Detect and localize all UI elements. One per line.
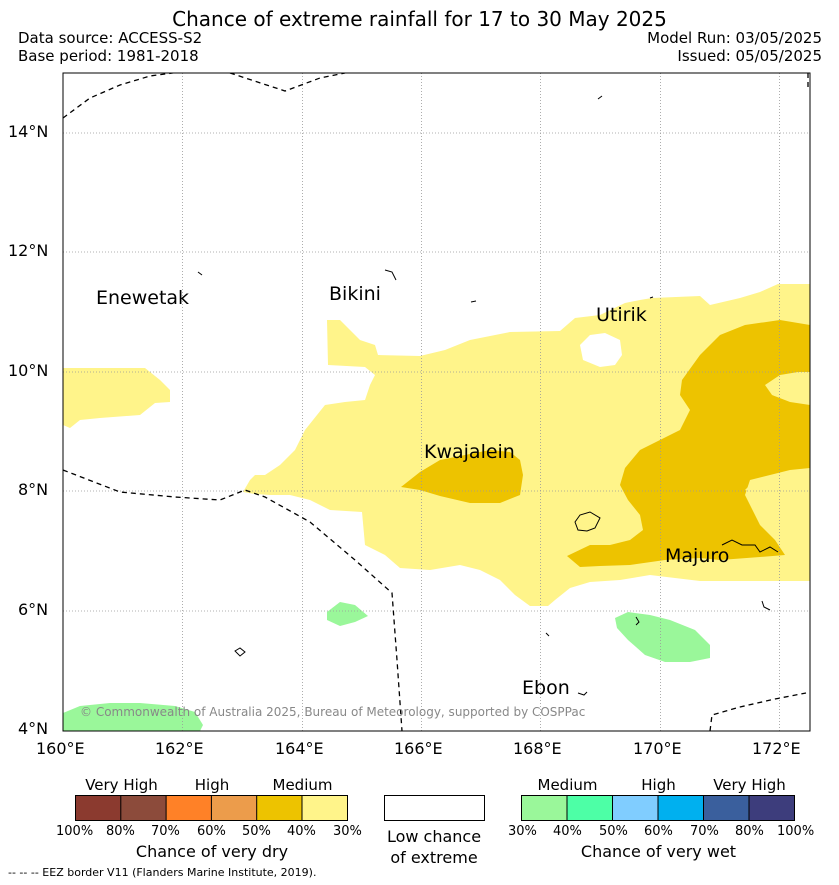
wet-tick-50: 50% <box>599 824 628 839</box>
wet-head-very-high: Very High <box>713 776 786 794</box>
dry-30-40-pocket <box>765 372 810 405</box>
model-run-text: Model Run: 03/05/2025 <box>647 29 822 47</box>
lon-label-172: 172°E <box>752 739 801 758</box>
map-title: Chance of extreme rainfall for 17 to 30 … <box>172 7 667 31</box>
wet-tick-100: 100% <box>777 824 815 839</box>
dry-tick-80: 80% <box>106 824 135 839</box>
wet-swatch-6 <box>749 795 795 821</box>
place-bikini: Bikini <box>329 283 381 305</box>
wet-head-medium: Medium <box>537 776 598 794</box>
dry-swatch-5 <box>256 795 302 821</box>
dry-tick-60: 60% <box>197 824 226 839</box>
wet-swatch-3 <box>612 795 658 821</box>
lon-label-168: 168°E <box>513 739 562 758</box>
lat-label-8: 8°N <box>18 480 49 499</box>
dry-30-40-pocket-2 <box>745 472 810 495</box>
wet-head-high: High <box>641 776 676 794</box>
dry-40-50-kwajalein <box>401 450 523 503</box>
low-chance-line1: Low chance <box>386 827 482 846</box>
place-ebon: Ebon <box>522 677 570 699</box>
wet-swatch-4 <box>658 795 704 821</box>
dry-40-50-east <box>567 320 810 567</box>
wet-30-40-region-1 <box>327 602 368 626</box>
dry-swatch-1 <box>75 795 121 821</box>
dry-tick-50: 50% <box>242 824 271 839</box>
lat-label-14: 14°N <box>8 122 49 141</box>
lat-label-6: 6°N <box>18 600 49 619</box>
data-source-text: Data source: ACCESS-S2 <box>18 29 203 47</box>
place-majuro: Majuro <box>665 545 730 567</box>
lon-label-164: 164°E <box>275 739 324 758</box>
wet-tick-70: 70% <box>690 824 719 839</box>
dry-tick-100: 100% <box>56 824 94 839</box>
wet-tick-30: 30% <box>508 824 537 839</box>
lat-label-12: 12°N <box>8 241 49 260</box>
place-enewetak: Enewetak <box>96 287 190 309</box>
eez-border-note: -- -- -- EEZ border V11 (Flanders Marine… <box>8 866 317 879</box>
copyright-text: © Commonwealth of Australia 2025, Bureau… <box>80 705 586 719</box>
base-period-text: Base period: 1981-2018 <box>18 47 199 65</box>
dry-tick-30: 30% <box>333 824 362 839</box>
wet-tick-80: 80% <box>735 824 764 839</box>
dry-tick-70: 70% <box>151 824 180 839</box>
probability-fields <box>63 284 810 731</box>
issued-text: Issued: 05/05/2025 <box>677 47 822 65</box>
place-utirik: Utirik <box>596 304 647 326</box>
no-signal-hole-utirik <box>580 333 622 367</box>
dry-swatch-2 <box>120 795 167 821</box>
dry-tick-40: 40% <box>287 824 316 839</box>
wet-legend-title: Chance of very wet <box>580 842 737 861</box>
dry-head-very-high: Very High <box>85 776 158 794</box>
dry-legend-title: Chance of very dry <box>135 842 289 861</box>
wet-tick-40: 40% <box>553 824 582 839</box>
place-kwajalein: Kwajalein <box>424 441 515 463</box>
wet-swatch-1 <box>521 795 567 821</box>
lon-label-162: 162°E <box>155 739 204 758</box>
low-chance-swatch <box>384 795 485 821</box>
lat-label-4: 4°N <box>18 719 49 738</box>
eez-borders <box>63 73 809 731</box>
dry-head-medium: Medium <box>272 776 333 794</box>
dry-swatch-4 <box>211 795 257 821</box>
wet-colorbar <box>521 795 795 821</box>
dry-swatch-3 <box>166 795 212 821</box>
wet-30-40-region-3 <box>63 703 203 731</box>
map-frame <box>62 72 811 732</box>
wet-tick-60: 60% <box>644 824 673 839</box>
dry-colorbar <box>75 795 348 821</box>
dry-head-high: High <box>194 776 230 794</box>
lon-label-166: 166°E <box>394 739 443 758</box>
islands <box>197 95 779 696</box>
wet-swatch-5 <box>703 795 749 821</box>
low-chance-line2: of extreme <box>390 848 478 867</box>
wet-swatch-2 <box>567 795 613 821</box>
wet-30-40-region-2 <box>615 612 710 662</box>
dry-30-40-west <box>63 368 170 428</box>
dry-swatch-6 <box>302 795 348 821</box>
lon-label-160: 160°E <box>36 739 85 758</box>
lon-label-170: 170°E <box>633 739 682 758</box>
lat-label-10: 10°N <box>8 361 49 380</box>
